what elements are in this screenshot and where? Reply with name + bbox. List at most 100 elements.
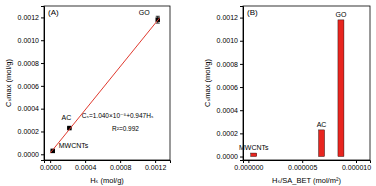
bar-label: GO [335, 11, 346, 18]
point-label: AC [62, 114, 72, 121]
tick-label: 0.000000 [234, 164, 263, 171]
panel: 0.0000000.0000050.0000100.00000.00020.00… [203, 6, 371, 185]
tick: 0.000010 [342, 160, 371, 171]
tick: 0.0006 [18, 83, 44, 90]
tick-label: 0.0010 [18, 37, 40, 44]
tick: 0.0000 [217, 153, 243, 160]
tick: 0.0010 [18, 37, 44, 44]
y-axis-title: Cₛmax (mol/g) [4, 59, 13, 107]
tick-label: 0.0012 [18, 14, 40, 21]
tick-label: 0.0002 [18, 128, 40, 135]
labels: MWCNTs AC GO [239, 11, 347, 151]
tick: 0.000005 [288, 160, 317, 171]
annotation: R²=0.992 [112, 125, 139, 132]
tick-label: 0.000005 [288, 164, 317, 171]
tick-mark [302, 160, 303, 163]
bar-label: MWCNTs [239, 144, 269, 151]
tick: 0.0000 [18, 151, 44, 158]
tick-mark [85, 160, 86, 163]
x-axis-title: Hₛ/SA_BET (mol/m²) [272, 176, 341, 185]
annotation: Cₛ=1.040×10⁻⁵+0.947Hₛ [82, 112, 154, 119]
fit-line [50, 18, 159, 153]
tick-label: 0.0000 [18, 151, 40, 158]
axis-line [41, 7, 45, 161]
tick-mark [41, 40, 44, 41]
plot-area [50, 16, 160, 153]
tick-label: 0.0000 [40, 164, 62, 171]
tick-mark [155, 160, 156, 163]
tick-label: 0.0008 [110, 164, 132, 171]
tick-label: 0.0010 [217, 37, 239, 44]
tick: 0.0008 [217, 61, 243, 68]
labels: MWCNTs AC GO Cₛ=1.040×10⁻⁵+0.947Hₛ R²=0.992 [59, 9, 154, 149]
tick-label: 0.0008 [217, 61, 239, 68]
tick-label: 0.0004 [18, 105, 40, 112]
tick: 0.0000 [40, 160, 62, 171]
y-axis-title: Cₛmax (mol/g) [203, 59, 212, 107]
tick-mark [240, 18, 243, 19]
tick: 0.0010 [217, 37, 243, 44]
tick-label: 0.0004 [75, 164, 97, 171]
tick-mark [356, 160, 357, 163]
bar [319, 130, 325, 157]
x-axis: 0.0000 0.0004 0.0008 0.0012 [40, 160, 171, 171]
tick-mark [120, 160, 121, 163]
tick: 0.0008 [110, 160, 132, 171]
panel-label: (A) [48, 8, 59, 17]
tick: 0.0004 [75, 160, 97, 171]
x-axis: 0.000000 0.000005 0.000010 [234, 160, 371, 171]
tick: 0.0004 [18, 105, 44, 112]
tick: 0.0012 [145, 160, 167, 171]
tick-label: 0.0012 [217, 14, 239, 21]
tick-label: 0.000010 [342, 164, 371, 171]
tick-label: 0.0002 [217, 130, 239, 137]
y-axis: 0.0000 0.0002 0.0004 0.0006 0.0008 0.0010 0.00… [217, 7, 244, 161]
tick-mark [240, 133, 243, 134]
tick-mark [41, 109, 44, 110]
y-axis: 0.0000 0.0002 0.0004 0.0006 0.0008 0.0010 0.00… [18, 7, 45, 161]
tick-label: 0.0006 [18, 83, 40, 90]
plot-area [251, 20, 344, 157]
tick: 0.0004 [217, 107, 243, 114]
tick-mark [41, 131, 44, 132]
tick: 0.000000 [234, 160, 263, 171]
tick: 0.0002 [18, 128, 44, 135]
tick-mark [41, 86, 44, 87]
plot-frame [44, 6, 170, 160]
error-bar-cap [156, 23, 160, 24]
figure: 0.00000.00040.00080.00120.00000.00020.00… [0, 0, 376, 186]
tick: 0.0006 [217, 84, 243, 91]
tick-label: 0.0000 [217, 153, 239, 160]
point-label: GO [139, 9, 150, 16]
tick-mark [240, 87, 243, 88]
bar [338, 20, 344, 157]
axis-line [244, 161, 371, 164]
axis-line [45, 161, 171, 164]
tick: 0.0002 [217, 130, 243, 137]
tick-mark [240, 41, 243, 42]
tick-mark [240, 110, 243, 111]
panel-label: (B) [247, 8, 258, 17]
bar [251, 153, 257, 156]
axis-line [240, 7, 244, 161]
tick: 0.0012 [217, 14, 243, 21]
error-bar-cap [156, 16, 160, 17]
tick-label: 0.0012 [145, 164, 167, 171]
x-axis-title: Hₛ (mol/g) [90, 176, 124, 185]
tick: 0.0012 [18, 14, 44, 21]
tick-label: 0.0006 [217, 84, 239, 91]
point-label: MWCNTs [59, 142, 89, 149]
bar-label: AC [317, 121, 327, 128]
tick-mark [240, 157, 243, 158]
tick-label: 0.0004 [217, 107, 239, 114]
tick-mark [240, 64, 243, 65]
tick-label: 0.0008 [18, 60, 40, 67]
tick-mark [41, 17, 44, 18]
panel: 0.00000.00040.00080.00120.00000.00020.00… [4, 6, 171, 185]
tick-mark [41, 154, 44, 155]
plot-frame [243, 6, 370, 160]
tick: 0.0008 [18, 60, 44, 67]
tick-mark [50, 160, 51, 163]
tick-mark [41, 63, 44, 64]
tick-mark [248, 160, 249, 163]
